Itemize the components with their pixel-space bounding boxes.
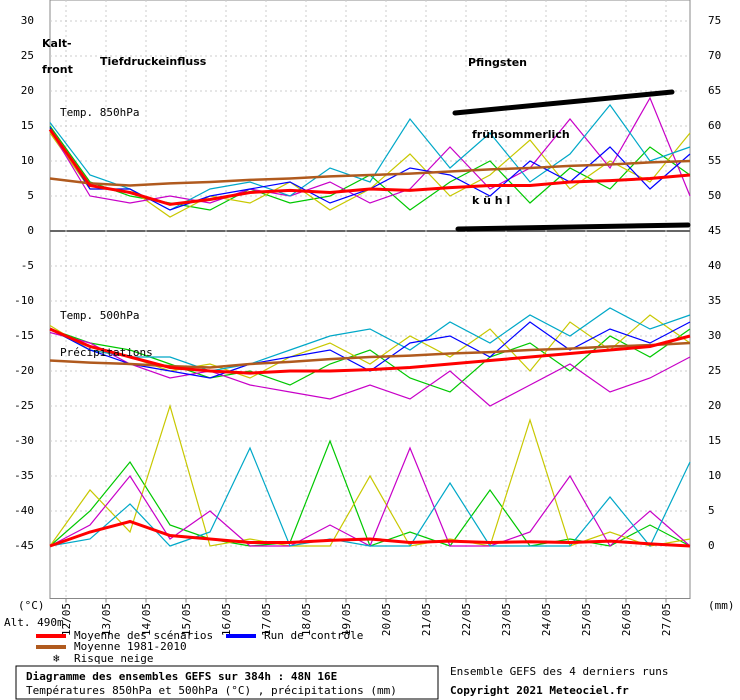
y2-tick-label: 30	[708, 329, 721, 342]
y2-axis-label: (mm)	[708, 599, 735, 612]
y-tick-label: -10	[14, 294, 34, 307]
x-tick-label: 20/05	[380, 603, 393, 636]
y-tick-label: 20	[21, 84, 34, 97]
y2-tick-label: 65	[708, 84, 721, 97]
y-tick-label: 5	[27, 189, 34, 202]
y2-tick-label: 50	[708, 189, 721, 202]
annotation: k ü h l	[472, 194, 510, 207]
series-line	[49, 328, 691, 393]
y-tick-label: -5	[21, 259, 34, 272]
legend-label: Moyenne des scénarios	[74, 629, 213, 642]
x-tick-label: 22/05	[460, 603, 473, 636]
y2-tick-label: 20	[708, 399, 721, 412]
legend-label: Moyenne 1981-2010	[74, 640, 187, 653]
legend-label: Risque neige	[74, 652, 153, 665]
x-tick-label: 23/05	[500, 603, 513, 636]
series-line	[49, 327, 691, 375]
x-tick-label: 17/05	[260, 603, 273, 636]
y2-tick-label: 45	[708, 224, 721, 237]
y2-tick-label: 55	[708, 154, 721, 167]
x-tick-label: 26/05	[620, 603, 633, 636]
x-tick-label: 19/05	[340, 603, 353, 636]
y-tick-label: -15	[14, 329, 34, 342]
y2-tick-label: 70	[708, 49, 721, 62]
y2-tick-label: 25	[708, 364, 721, 377]
source: Ensemble GEFS des 4 derniers runs	[450, 665, 669, 678]
x-tick-label: 27/05	[660, 603, 673, 636]
annotation-stroke	[452, 89, 675, 116]
x-tick-label: 14/05	[140, 603, 153, 636]
y-tick-label: -35	[14, 469, 34, 482]
copyright: Copyright 2021 Meteociel.fr	[450, 684, 629, 697]
annotation-stroke	[455, 222, 691, 232]
annotation: frühsommerlich	[472, 128, 570, 141]
y-tick-label: -20	[14, 364, 34, 377]
y2-tick-label: 60	[708, 119, 721, 132]
x-tick-label: 24/05	[540, 603, 553, 636]
y-axis-label: (°C)	[18, 599, 45, 612]
x-tick-label: 15/05	[180, 603, 193, 636]
panel-label: Temp. 500hPa	[60, 309, 139, 322]
x-tick-label: 18/05	[300, 603, 313, 636]
x-tick-label: 21/05	[420, 603, 433, 636]
snow-icon: ❄	[53, 652, 60, 665]
caption-title: Diagramme des ensembles GEFS sur 384h : …	[26, 670, 337, 683]
y-tick-label: 10	[21, 154, 34, 167]
y2-tick-label: 35	[708, 294, 721, 307]
altitude: Alt. 490m	[4, 616, 64, 629]
y2-tick-label: 75	[708, 14, 721, 27]
y-tick-label: -40	[14, 504, 34, 517]
annotation: Tiefdruckeinfluss	[100, 55, 207, 68]
caption-box	[15, 665, 439, 700]
y2-tick-label: 15	[708, 434, 721, 447]
y-tick-label: 25	[21, 49, 34, 62]
panel-label: Temp. 850hPa	[60, 106, 139, 119]
x-tick-label: 13/05	[100, 603, 113, 636]
panel-label: Précipitations	[60, 346, 153, 359]
y2-tick-label: 5	[708, 504, 715, 517]
y-tick-label: 30	[21, 14, 34, 27]
series-line	[48, 128, 691, 206]
annotation: front	[42, 63, 73, 76]
x-tick-label: 25/05	[580, 603, 593, 636]
annotation: Kalt-	[42, 37, 72, 50]
series-line	[49, 331, 691, 407]
x-tick-label: 16/05	[220, 603, 233, 636]
caption-subtitle: Températures 850hPa et 500hPa (°C) , pré…	[26, 684, 397, 697]
annotation: Pfingsten	[468, 56, 527, 69]
y-tick-label: 0	[27, 224, 34, 237]
plot-frame	[49, 0, 691, 599]
x-tick-label: 12/05	[60, 603, 73, 636]
series-line	[49, 307, 691, 372]
y2-tick-label: 0	[708, 539, 715, 552]
y-tick-label: 15	[21, 119, 34, 132]
y-tick-label: -45	[14, 539, 34, 552]
series-line	[49, 519, 691, 548]
series-line	[49, 96, 691, 204]
series-line	[49, 159, 691, 187]
y-tick-label: -25	[14, 399, 34, 412]
legend-label: Run de contrôle	[264, 629, 363, 642]
y-tick-label: -30	[14, 434, 34, 447]
y2-tick-label: 40	[708, 259, 721, 272]
y2-tick-label: 10	[708, 469, 721, 482]
